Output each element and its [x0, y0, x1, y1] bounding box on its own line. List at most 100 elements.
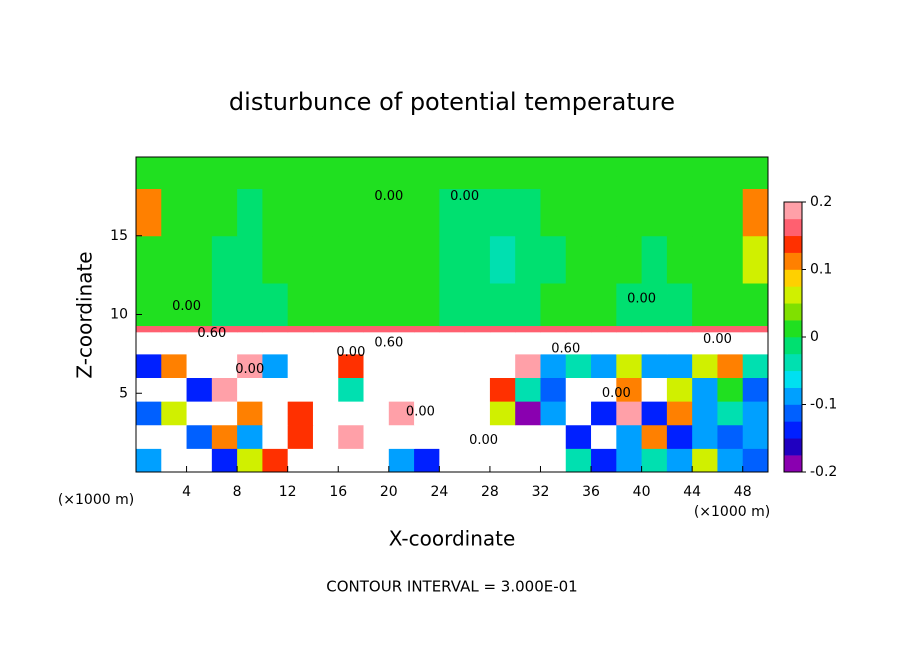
heat-cell — [692, 283, 718, 327]
heat-cell — [388, 235, 415, 284]
heat-cell — [186, 157, 213, 189]
x-tick-label: 12 — [279, 484, 297, 500]
heat-cell — [515, 235, 541, 284]
heat-cell — [161, 283, 188, 327]
x-tick-label: 40 — [633, 484, 651, 500]
heat-cell — [136, 353, 162, 378]
heat-cell — [237, 188, 263, 237]
x-tick-label: 8 — [233, 484, 242, 500]
heat-cell — [616, 353, 643, 378]
x-tick-label: 28 — [481, 484, 499, 500]
heat-cell — [616, 157, 643, 189]
heat-cell — [237, 235, 263, 284]
heat-cell — [338, 235, 365, 284]
heat-cell — [641, 157, 668, 189]
heat-cell — [742, 331, 769, 355]
heat-cell — [237, 325, 263, 333]
heat-cell — [666, 188, 693, 237]
heat-cell — [616, 325, 643, 333]
heat-cell — [717, 188, 744, 237]
heat-cell — [262, 353, 289, 378]
heat-cell — [666, 377, 693, 402]
heat-cell — [591, 424, 617, 449]
heat-cell — [717, 235, 744, 284]
heat-cell — [439, 353, 466, 378]
contour-label: 0.00 — [450, 189, 479, 204]
heat-cell — [489, 283, 516, 327]
heat-cell — [287, 377, 314, 402]
heat-cell — [338, 424, 365, 449]
heat-cell — [338, 325, 365, 333]
heat-cell — [515, 157, 541, 189]
heat-cell — [211, 424, 238, 449]
heat-cell — [312, 188, 339, 237]
heat-cell — [363, 283, 390, 327]
heat-cell — [591, 353, 617, 378]
contour-label: 0.00 — [469, 433, 498, 448]
colorbar-tick-label: -0.1 — [810, 397, 837, 413]
heat-cell — [591, 377, 617, 402]
heat-cell — [565, 448, 592, 473]
heat-cell — [464, 283, 491, 327]
heat-cell — [515, 283, 541, 327]
colorbar-swatch — [784, 202, 802, 220]
heat-cell — [338, 401, 365, 426]
heat-cell — [565, 424, 592, 449]
x-axis-label: X-coordinate — [389, 527, 516, 551]
heat-cell — [641, 424, 668, 449]
heat-cell — [692, 331, 718, 355]
heat-cell — [641, 401, 668, 426]
colorbar-tick-label: 0 — [810, 329, 819, 345]
heat-cell — [262, 188, 289, 237]
heat-cell — [591, 325, 617, 333]
heat-cell — [616, 235, 643, 284]
heat-cell — [439, 401, 466, 426]
colorbar-swatch — [784, 455, 802, 473]
heat-cell — [591, 331, 617, 355]
heat-cell — [161, 448, 188, 473]
heat-cell — [464, 448, 491, 473]
heat-cell — [414, 331, 440, 355]
heat-cell — [186, 283, 213, 327]
heat-cell — [161, 377, 188, 402]
heat-cell — [312, 235, 339, 284]
heat-cell — [211, 235, 238, 284]
heat-cell — [136, 235, 162, 284]
heat-cell — [237, 157, 263, 189]
heat-cell — [692, 424, 718, 449]
heat-cell — [211, 448, 238, 473]
heat-cell — [363, 188, 390, 237]
heat-cell — [262, 448, 289, 473]
heat-cell — [287, 424, 314, 449]
heat-cell — [211, 157, 238, 189]
heat-cell — [186, 235, 213, 284]
heat-cell — [211, 377, 238, 402]
x-tick-label: 48 — [734, 484, 752, 500]
heat-cell — [717, 401, 744, 426]
heat-cell — [565, 331, 592, 355]
heat-cell — [540, 377, 567, 402]
heat-cell — [414, 283, 440, 327]
heat-cell — [591, 235, 617, 284]
heat-cell — [211, 401, 238, 426]
x-tick-label: 24 — [430, 484, 448, 500]
heat-cell — [692, 157, 718, 189]
heat-cell — [211, 353, 238, 378]
heat-cell — [186, 188, 213, 237]
heat-cell — [186, 424, 213, 449]
heat-cell — [515, 325, 541, 333]
heat-cell — [136, 188, 162, 237]
heat-cell — [237, 377, 263, 402]
heat-cell — [312, 331, 339, 355]
heat-cell — [338, 353, 365, 378]
heat-cell — [439, 283, 466, 327]
heat-cell — [186, 377, 213, 402]
heat-cell — [388, 325, 415, 333]
heat-cell — [616, 377, 643, 402]
heat-cell — [742, 424, 769, 449]
heat-cell — [692, 235, 718, 284]
heat-cell — [692, 401, 718, 426]
heat-cell — [540, 424, 567, 449]
y-tick-label: 5 — [119, 385, 128, 401]
heat-cell — [641, 353, 668, 378]
